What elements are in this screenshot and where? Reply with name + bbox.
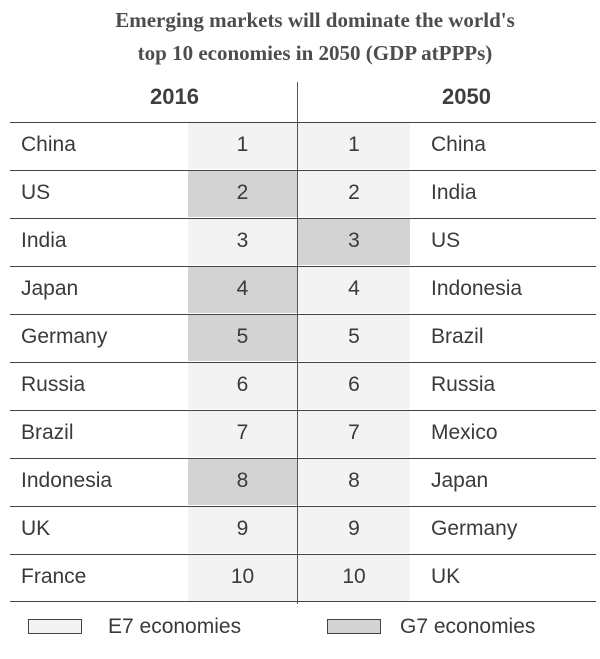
rank-2050: 7 [298,411,410,457]
rank-2016: 2 [188,171,297,217]
rank-2050: 6 [298,363,410,409]
rank-2016: 6 [188,363,297,409]
country-2016: France [21,565,87,588]
country-2050: Mexico [431,421,498,444]
rank-2016: 10 [188,555,297,601]
legend-label-e7: E7 economies [108,615,242,638]
table-row: France 10 10 UK [10,554,596,602]
rank-2050: 3 [298,219,410,265]
rank-2016: 5 [188,315,297,361]
country-2016: US [21,181,51,204]
rank-2050: 4 [298,267,410,313]
rank-2050: 9 [298,507,410,553]
country-2016: Russia [21,373,86,396]
table-row: Russia 6 6 Russia [10,362,596,409]
country-2016: Germany [21,325,108,348]
country-2050: Brazil [431,325,484,348]
table-row: China 1 1 China [10,122,596,169]
title-line-1: Emerging markets will dominate the world… [115,8,515,32]
rank-2050: 1 [298,123,410,169]
country-2050: Russia [431,373,496,396]
rank-2050: 5 [298,315,410,361]
legend-swatch-g7 [327,619,381,634]
country-2016: Indonesia [21,469,113,492]
chart-title: Emerging markets will dominate the world… [0,4,600,70]
country-2016: Brazil [21,421,74,444]
country-2016: India [21,229,67,252]
rank-2016: 7 [188,411,297,457]
country-2050: Japan [431,469,489,492]
country-2050: UK [431,565,461,588]
rank-2016: 3 [188,219,297,265]
table-row: Germany 5 5 Brazil [10,314,596,361]
country-2050: Indonesia [431,277,523,300]
column-header-2050: 2050 [442,84,491,109]
legend-label-g7: G7 economies [400,615,536,638]
country-2016: Japan [21,277,79,300]
country-2016: UK [21,517,51,540]
legend-swatch-e7 [28,619,82,634]
title-line-2: top 10 economies in 2050 (GDP atPPPs) [137,41,493,65]
column-header-2016: 2016 [150,84,199,109]
country-2016: China [21,133,76,156]
country-2050: Germany [431,517,518,540]
table-row: Japan 4 4 Indonesia [10,266,596,313]
country-2050: China [431,133,486,156]
country-2050: US [431,229,461,252]
rank-2050: 2 [298,171,410,217]
table-row: UK 9 9 Germany [10,506,596,553]
table-row: Indonesia 8 8 Japan [10,458,596,505]
country-2050: India [431,181,477,204]
rank-2016: 1 [188,123,297,169]
column-divider [297,82,298,604]
rank-2016: 9 [188,507,297,553]
rank-2016: 8 [188,459,297,505]
rank-2016: 4 [188,267,297,313]
table-row: US 2 2 India [10,170,596,217]
table-row: Brazil 7 7 Mexico [10,410,596,457]
table-row: India 3 3 US [10,218,596,265]
rank-2050: 8 [298,459,410,505]
rank-2050: 10 [298,555,410,601]
